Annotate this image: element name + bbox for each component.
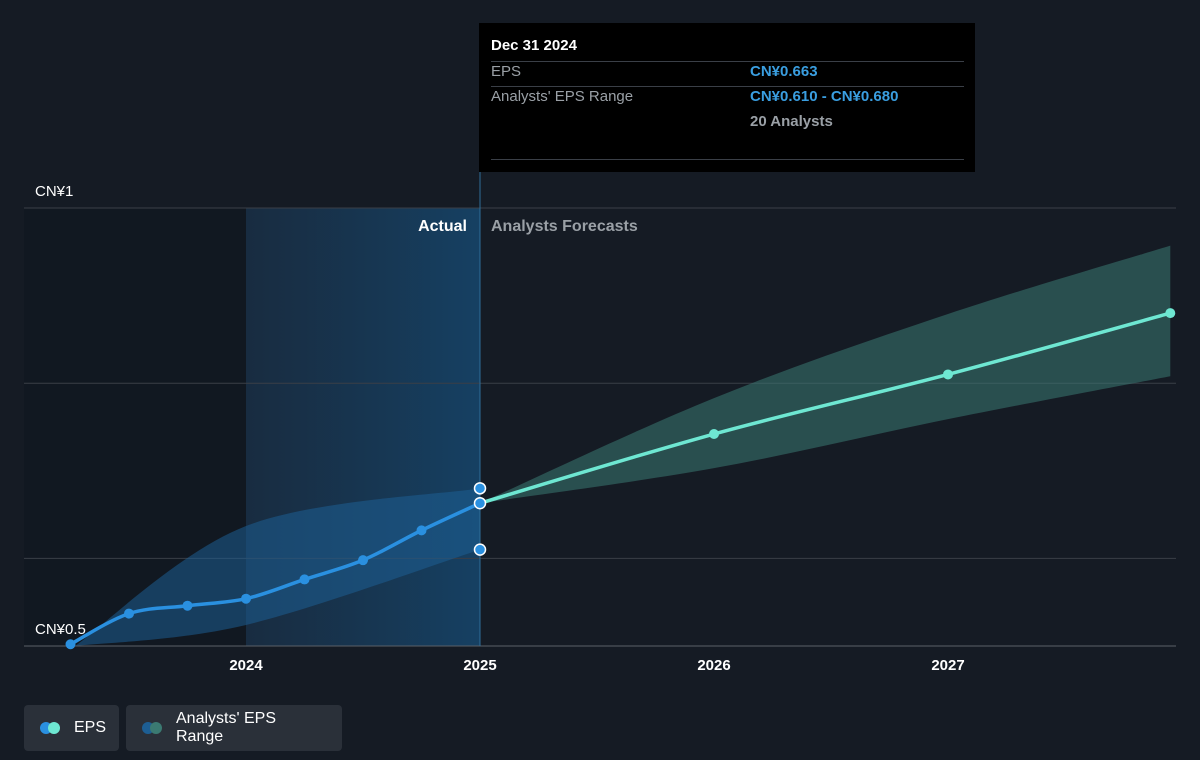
x-tick-label: 2027 [931,657,964,674]
eps-point-forecast [1165,308,1176,319]
eps-point-actual [65,639,76,650]
tooltip-marker [473,543,487,556]
x-tick-label: 2025 [463,657,496,674]
forecast-label: Analysts Forecasts [491,218,638,235]
y-axis-label: CN¥1 [35,183,73,200]
tooltip-date: Dec 31 2024 [491,37,577,54]
legend-eps-label: EPS [74,719,107,736]
tooltip-divider [491,61,964,62]
legend-item-eps-range[interactable]: Analysts' EPS Range [126,705,342,751]
tooltip-analysts-count: 20 Analysts [750,113,833,130]
chart-tooltip: Dec 31 2024 EPS CN¥0.663 Analysts' EPS R… [479,23,975,172]
eps-point-actual [241,593,251,604]
eps-point-actual [182,600,193,611]
eps-point-actual [299,574,310,585]
eps-point-actual [416,525,427,536]
tooltip-marker [473,482,487,495]
eps-range-band-forecast [480,245,1171,504]
tooltip-eps-value: CN¥0.663 [750,63,818,80]
tooltip-divider [491,86,964,87]
eps-line-forecast [478,311,1173,505]
x-tick-label: 2024 [229,657,263,674]
range-legend-icon [142,721,166,735]
eps-point-actual [358,555,368,566]
x-tick-label: 2026 [697,657,730,674]
tooltip-range-value: CN¥0.610 - CN¥0.680 [750,88,899,105]
eps-point-forecast [709,429,719,440]
tooltip-marker [473,496,487,510]
legend-item-eps[interactable]: EPS [24,705,119,751]
eps-point-forecast [943,369,953,380]
eps-legend-icon [40,721,64,735]
tooltip-range-label: Analysts' EPS Range [491,88,634,105]
y-axis-label: CN¥0.5 [35,621,86,638]
tooltip-divider [491,159,964,160]
actual-label: Actual [418,218,467,235]
eps-point-actual [124,608,134,619]
tooltip-eps-label: EPS [491,63,522,80]
legend-range-label: Analysts' EPS Range [176,710,276,745]
